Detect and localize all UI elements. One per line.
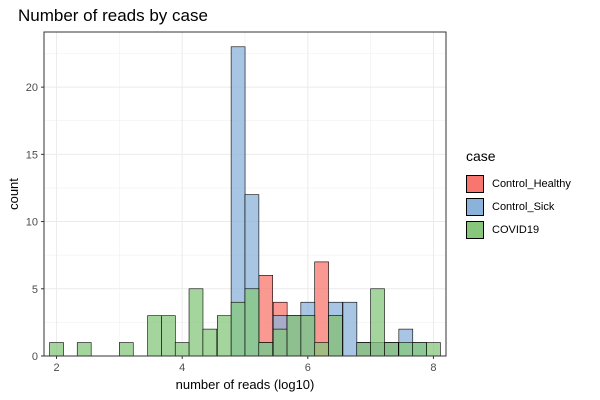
panel-border xyxy=(43,31,447,357)
histogram-bar-covid19 xyxy=(49,342,64,357)
histogram-bar-covid19 xyxy=(258,342,274,357)
histogram-bar-covid19 xyxy=(412,342,427,357)
histogram-bar-covid19 xyxy=(244,288,260,357)
legend-key-control-healthy xyxy=(466,174,484,193)
legend-label: Control_Healthy xyxy=(492,177,571,190)
y-tick-label: 10 xyxy=(26,217,38,229)
x-axis-title: number of reads (log10) xyxy=(176,377,315,392)
legend-key-control-sick xyxy=(466,197,484,216)
x-tick-label: 8 xyxy=(430,362,436,374)
x-tick-label: 4 xyxy=(179,362,185,374)
legend-item-control-sick: Control_Sick xyxy=(466,195,571,218)
histogram-bar-covid19 xyxy=(230,301,246,357)
legend-key-covid19 xyxy=(466,220,484,239)
histogram-bar-covid19 xyxy=(147,315,162,357)
y-tick-label: 15 xyxy=(26,149,38,161)
histogram-bar-covid19 xyxy=(314,342,329,357)
y-axis-title: count xyxy=(6,178,21,210)
histogram-bar-covid19 xyxy=(272,328,288,357)
legend-item-control-healthy: Control_Healthy xyxy=(466,172,571,195)
histogram-bar-covid19 xyxy=(119,342,134,357)
histogram-bar-covid19 xyxy=(286,315,302,357)
legend-label: Control_Sick xyxy=(492,200,555,213)
legend-label: COVID19 xyxy=(492,223,540,236)
histogram-bar-covid19 xyxy=(300,315,316,357)
histogram-bar-covid19 xyxy=(328,315,343,357)
legend: case Control_Healthy Control_Sick COVID1… xyxy=(466,148,571,241)
legend-item-covid19: COVID19 xyxy=(466,218,571,241)
histogram-bar-covid19 xyxy=(384,342,399,357)
histogram-bar-covid19 xyxy=(188,288,204,357)
histogram-bar-covid19 xyxy=(76,342,92,357)
histogram-bar-covid19 xyxy=(161,315,176,357)
histogram-bar-covid19 xyxy=(356,342,371,357)
legend-title: case xyxy=(466,148,496,164)
x-tick-label: 2 xyxy=(54,362,60,374)
y-tick-label: 5 xyxy=(32,284,38,296)
y-tick-label: 20 xyxy=(26,82,38,94)
y-tick-label: 0 xyxy=(32,351,38,363)
histogram-bar-covid19 xyxy=(216,315,232,357)
x-tick-label: 6 xyxy=(305,362,311,374)
histogram-bar-covid19 xyxy=(174,342,190,357)
chart-title: Number of reads by case xyxy=(18,6,208,25)
histogram-bar-covid19 xyxy=(370,288,385,357)
histogram-bar-control-sick xyxy=(342,301,358,357)
histogram-bar-covid19 xyxy=(426,342,441,357)
histogram-bar-covid19 xyxy=(398,342,414,357)
histogram-bar-covid19 xyxy=(202,328,218,357)
histogram-bar-control-healthy xyxy=(314,261,329,357)
